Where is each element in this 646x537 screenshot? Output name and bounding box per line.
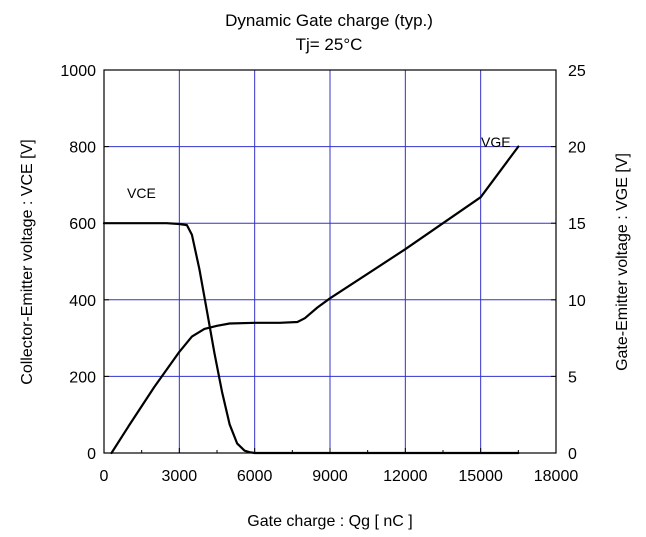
x-axis-ticks: 0 3000 6000 9000 12000 15000 18000 [100, 448, 579, 485]
x-axis-label: Gate charge : Qg [ nC ] [247, 513, 412, 530]
x-tick-label: 6000 [237, 468, 273, 485]
y-left-tick-label: 1000 [60, 63, 96, 80]
y-right-axis-ticks: 0 5 10 15 20 25 [551, 63, 586, 463]
y-right-tick-label: 5 [568, 369, 577, 386]
y-left-tick-label: 600 [69, 216, 96, 233]
y-left-axis-ticks: 0 200 400 600 800 1000 [60, 63, 109, 463]
vce-series-label: VCE [127, 185, 156, 201]
y-right-tick-label: 25 [568, 63, 586, 80]
vge-series-line [110, 145, 520, 455]
chart-title: Dynamic Gate charge (typ.) [225, 11, 433, 30]
y-left-tick-label: 0 [87, 446, 96, 463]
x-tick-label: 12000 [383, 468, 428, 485]
y-left-tick-label: 800 [69, 140, 96, 157]
y-right-axis-label: Gate-Emitter voltage : VGE [V] [614, 153, 631, 371]
chart-subtitle: Tj= 25°C [296, 35, 363, 54]
vge-series-label: VGE [481, 134, 511, 150]
grid [104, 70, 556, 453]
y-left-axis-label: Collector-Emitter voltage : VCE [V] [19, 139, 36, 384]
x-tick-label: 3000 [162, 468, 198, 485]
x-tick-label: 18000 [534, 468, 579, 485]
y-right-tick-label: 10 [568, 293, 586, 310]
x-tick-label: 9000 [312, 468, 348, 485]
y-right-tick-label: 0 [568, 446, 577, 463]
x-tick-label: 15000 [458, 468, 503, 485]
vce-series-line [102, 222, 520, 455]
x-tick-label: 0 [100, 468, 109, 485]
y-left-tick-label: 200 [69, 369, 96, 386]
y-right-tick-label: 15 [568, 216, 586, 233]
y-left-tick-label: 400 [69, 293, 96, 310]
y-right-tick-label: 20 [568, 140, 586, 157]
